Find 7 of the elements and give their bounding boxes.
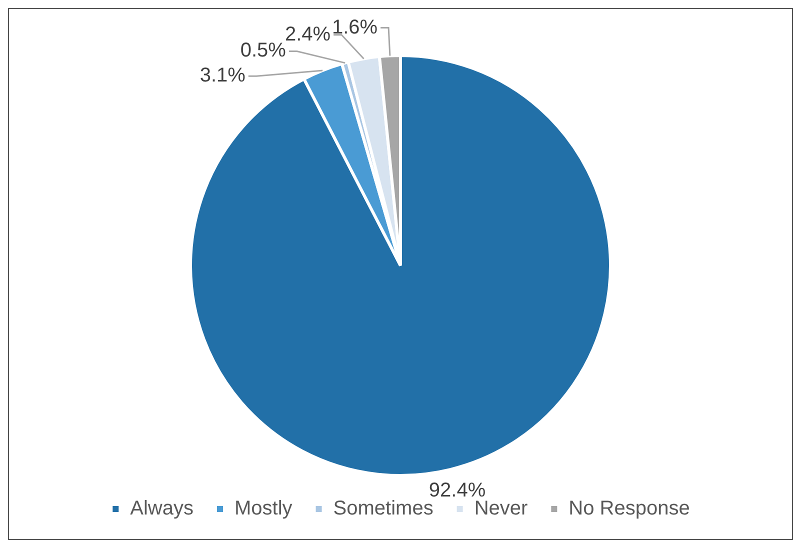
data-label: 1.6% [332,16,378,38]
data-label: 3.1% [200,64,246,87]
legend-label: Always [130,498,194,520]
legend-label: No Response [568,498,690,520]
legend-label: Mostly [234,498,292,520]
data-label: 2.4% [284,23,331,46]
data-label: 0.5% [240,40,286,62]
